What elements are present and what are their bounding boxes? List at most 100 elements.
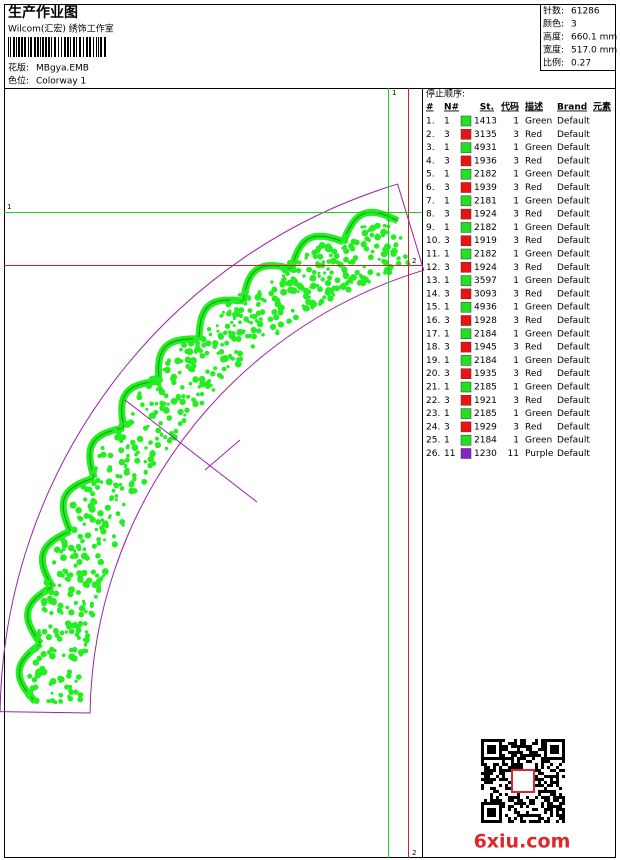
stitch-dot bbox=[83, 497, 88, 502]
qr-cell bbox=[544, 787, 547, 790]
stitch-dot bbox=[40, 597, 48, 605]
stitch-dot bbox=[386, 217, 392, 223]
qr-cell bbox=[517, 811, 520, 814]
stitch-dot bbox=[259, 317, 263, 322]
stitch-dot bbox=[236, 328, 244, 336]
qr-cell bbox=[547, 799, 550, 802]
stitch-dot bbox=[232, 316, 236, 320]
stitch-dot bbox=[219, 314, 224, 318]
stitch-dot bbox=[137, 391, 142, 396]
qr-cell bbox=[499, 784, 502, 787]
stat-value: 517.0 mm bbox=[571, 46, 617, 56]
row-code: 3 bbox=[513, 289, 519, 299]
stitch-dot bbox=[261, 332, 265, 337]
stitch-dot bbox=[48, 681, 53, 686]
stitch-dot bbox=[132, 473, 137, 478]
stitch-dot bbox=[360, 241, 367, 248]
row-description: Green bbox=[525, 329, 552, 339]
row-needle: 1 bbox=[444, 170, 450, 180]
stitch-dot bbox=[250, 344, 255, 349]
stitch-dot bbox=[225, 300, 232, 308]
stitch-dot bbox=[75, 590, 81, 595]
stitch-dot bbox=[71, 646, 78, 653]
stitch-dot bbox=[91, 543, 97, 549]
row-index: 2. bbox=[426, 130, 435, 140]
qr-cell bbox=[559, 805, 562, 808]
stitch-dot bbox=[93, 466, 98, 471]
qr-cell bbox=[559, 796, 562, 799]
color-swatch bbox=[460, 315, 472, 326]
qr-cell bbox=[514, 796, 517, 799]
color-swatch bbox=[460, 182, 472, 193]
stitch-dot bbox=[83, 513, 90, 519]
qr-cell bbox=[550, 763, 553, 766]
qr-cell bbox=[490, 772, 493, 775]
barcode-bar bbox=[86, 37, 88, 57]
stitch-dot bbox=[92, 499, 98, 505]
stitch-dot bbox=[386, 269, 393, 276]
stitch-dot bbox=[318, 242, 326, 249]
stitch-dot bbox=[147, 456, 154, 463]
stitch-dot bbox=[327, 296, 334, 302]
qr-cell bbox=[532, 742, 535, 745]
stitch-dot bbox=[173, 428, 179, 434]
stitch-dot bbox=[122, 502, 126, 507]
row-brand: Default bbox=[557, 316, 590, 326]
stitch-dot bbox=[124, 457, 130, 463]
stitch-dot bbox=[112, 427, 118, 433]
stitch-dot bbox=[136, 394, 143, 401]
stitch-dot bbox=[340, 282, 346, 288]
stitch-dot bbox=[201, 342, 207, 348]
qr-cell bbox=[547, 808, 550, 811]
qr-cell bbox=[550, 769, 553, 772]
qr-cell bbox=[502, 805, 505, 808]
stitch-dot bbox=[83, 642, 88, 647]
design-label: 花版: bbox=[8, 62, 29, 74]
row-code: 3 bbox=[513, 130, 519, 140]
stitch-dot bbox=[105, 478, 113, 486]
stitch-dot bbox=[213, 366, 218, 371]
qr-cell bbox=[505, 787, 508, 790]
row-needle: 1 bbox=[444, 329, 450, 339]
stitch-dot bbox=[53, 590, 60, 597]
row-index: 8. bbox=[426, 210, 435, 220]
stitch-dot bbox=[374, 243, 380, 249]
qr-cell bbox=[556, 775, 559, 778]
stitch-dot bbox=[58, 676, 65, 683]
stitch-dot bbox=[95, 477, 101, 484]
color-swatch bbox=[460, 355, 472, 366]
row-code: 11 bbox=[508, 449, 519, 459]
stitch-dot bbox=[73, 563, 78, 568]
scallop-edge bbox=[41, 530, 71, 587]
stitch-dot bbox=[205, 369, 210, 375]
qr-cell bbox=[550, 814, 553, 817]
qr-cell bbox=[502, 745, 505, 748]
stitch-dot bbox=[43, 608, 48, 613]
stitch-dot bbox=[393, 242, 399, 248]
stitch-dot bbox=[66, 673, 72, 679]
qr-cell bbox=[502, 748, 505, 751]
stitch-dot bbox=[49, 610, 54, 616]
stitch-dot bbox=[117, 434, 124, 441]
stitch-dot bbox=[181, 418, 187, 424]
qr-cell bbox=[499, 793, 502, 796]
outline bbox=[0, 183, 425, 714]
row-index: 15. bbox=[426, 303, 440, 313]
row-stitches: 1936 bbox=[474, 156, 497, 166]
qr-cell bbox=[553, 769, 556, 772]
barcode-bar bbox=[89, 37, 91, 57]
qr-cell bbox=[538, 778, 541, 781]
barcode-bar bbox=[51, 37, 52, 57]
stitch-dot bbox=[82, 580, 90, 588]
stitch-dot bbox=[199, 392, 205, 397]
qr-cell bbox=[514, 817, 517, 820]
stitch-dot bbox=[286, 279, 294, 287]
stitch-dot bbox=[190, 357, 197, 364]
stitch-dot bbox=[179, 398, 186, 405]
stitch-dot bbox=[164, 446, 169, 451]
qr-cell bbox=[541, 790, 544, 793]
stitch-dot bbox=[237, 293, 242, 297]
row-brand: Default bbox=[557, 170, 590, 180]
stitch-dot bbox=[320, 277, 325, 282]
qr-cell bbox=[484, 781, 487, 784]
